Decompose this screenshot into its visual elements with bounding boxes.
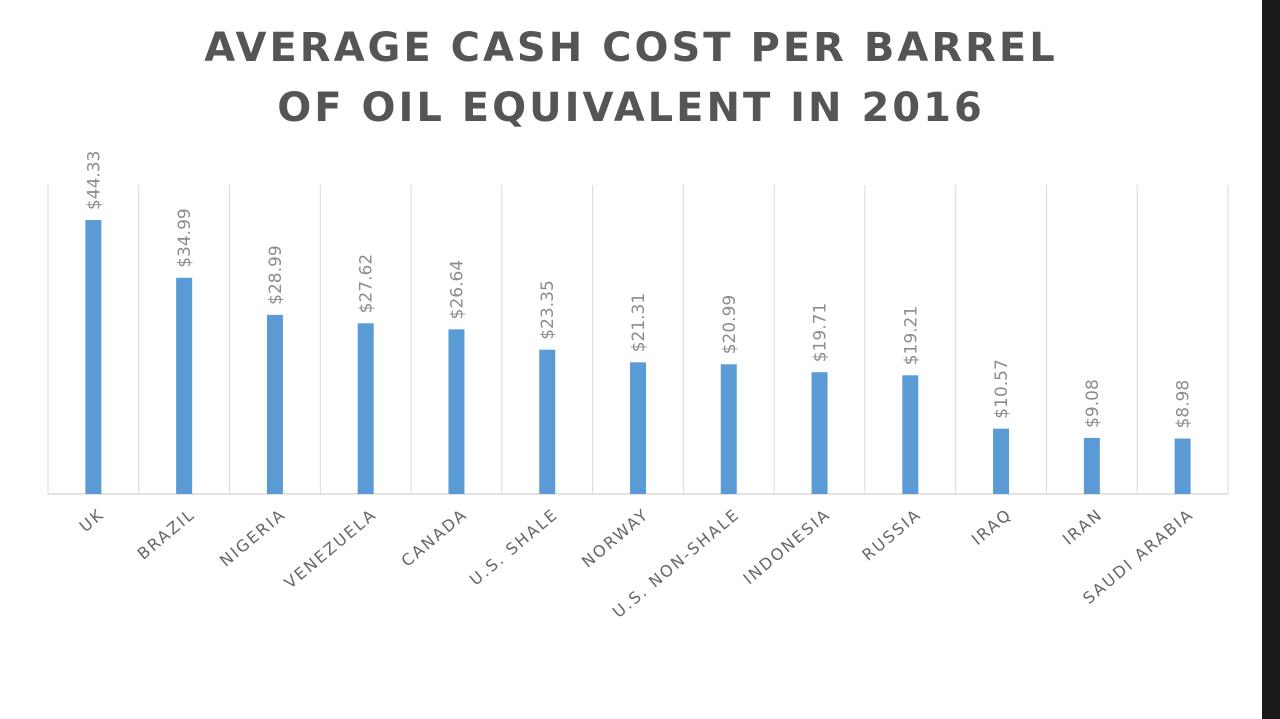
value-label: $19.21 [901, 306, 921, 365]
bar [176, 277, 193, 494]
chart-title-line-1: AVERAGE CASH COST PER BARREL [204, 25, 1058, 71]
value-label: $20.99 [720, 295, 740, 354]
category-label: UK [76, 505, 108, 536]
category-label: NIGERIA [216, 505, 289, 571]
bar [993, 428, 1010, 494]
bar [266, 314, 283, 494]
bar [357, 323, 374, 494]
value-label: $44.33 [84, 151, 104, 210]
category-label: BRAZIL [134, 505, 199, 564]
value-label: $8.98 [1174, 380, 1194, 429]
category-label: RUSSIA [858, 505, 924, 565]
category-label: NORWAY [578, 505, 653, 572]
bar [448, 329, 465, 494]
value-label: $9.08 [1083, 379, 1103, 428]
value-label: $10.57 [992, 359, 1012, 418]
chart-title-line-2: OF OIL EQUIVALENT IN 2016 [277, 85, 985, 131]
bar [720, 364, 737, 494]
value-label: $26.64 [447, 260, 467, 319]
category-label: INDONESIA [740, 505, 835, 589]
bar [902, 375, 919, 494]
value-label: $28.99 [266, 245, 286, 304]
category-label: VENEZUELA [281, 505, 381, 593]
bar [1083, 437, 1100, 494]
value-label: $23.35 [538, 280, 558, 339]
bar [539, 349, 556, 494]
bar [630, 362, 646, 494]
bar [811, 372, 828, 494]
bar [85, 220, 102, 495]
category-label: CANADA [398, 505, 472, 571]
value-label: $19.71 [811, 303, 831, 362]
category-label: IRAQ [968, 505, 1016, 549]
value-label: $27.62 [357, 254, 377, 313]
value-label: $21.31 [629, 293, 649, 352]
chart-title: AVERAGE CASH COST PER BARREL OF OIL EQUI… [0, 18, 1262, 138]
category-label: U.S. SHALE [466, 505, 562, 590]
value-label: $34.99 [175, 208, 195, 267]
category-label: IRAN [1059, 505, 1107, 549]
bar [1174, 438, 1191, 494]
